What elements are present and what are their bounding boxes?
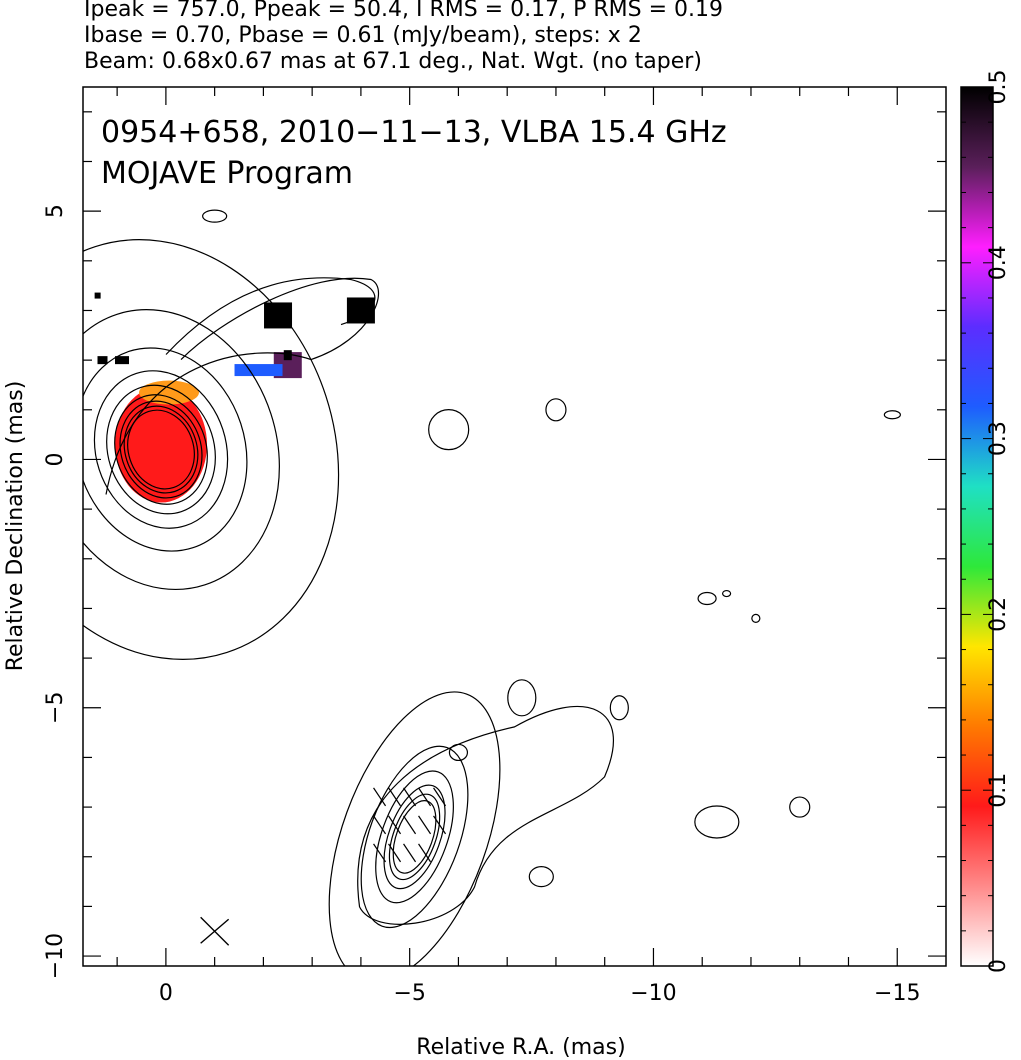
evpa-vector: [373, 787, 387, 807]
intensity-contour: [388, 793, 441, 881]
header-line-beam: Beam: 0.68x0.67 mas at 67.1 deg., Nat. W…: [84, 49, 702, 74]
intensity-contour: [545, 398, 567, 422]
intensity-contour: [609, 695, 629, 721]
intensity-contour: [507, 679, 537, 717]
intensity-contour: [360, 745, 469, 929]
intensity-contour: [883, 410, 901, 420]
intensity-contour: [106, 384, 216, 515]
colorbar-tick-label: 0: [986, 959, 1011, 973]
evpa-vector: [373, 815, 387, 835]
evpa-vector: [403, 815, 417, 835]
intensity-contour: [114, 394, 208, 505]
evpa-vector: [388, 787, 402, 807]
header-line-base: Ibase = 0.70, Pbase = 0.61 (mJy/beam), s…: [84, 23, 642, 48]
intensity-contour: [119, 400, 203, 499]
axis-tick-labels: 0 −5 −10 −15 5 0 −5 −10: [43, 204, 920, 1006]
intensity-contour: [428, 409, 470, 451]
y-axis-label: Relative Declination (mas): [3, 381, 28, 672]
colorbar-tick-label: 0.4: [986, 245, 1011, 280]
intensity-contour: [751, 613, 761, 623]
x-tick-label: −10: [630, 981, 676, 1006]
evpa-vector: [388, 843, 402, 863]
evpa-vector: [403, 787, 417, 807]
header-line-peaks: Ipeak = 757.0, Ppeak = 50.4, I RMS = 0.1…: [84, 0, 723, 22]
evpa-vector: [418, 815, 432, 835]
plot-title: 0954+658, 2010−11−13, VLBA 15.4 GHz: [101, 115, 727, 150]
x-tick-label: 0: [159, 981, 173, 1006]
intensity-contour: [165, 277, 376, 355]
intensity-contour: [375, 770, 454, 904]
intensity-contour: [448, 743, 469, 762]
y-tick-label: 5: [43, 204, 68, 218]
evpa-vector: [418, 787, 432, 807]
evpa-vector: [373, 843, 387, 863]
intensity-contour: [202, 209, 228, 223]
pol-fraction-patch: [115, 356, 130, 365]
map-layer: [83, 209, 901, 966]
intensity-contour: [357, 705, 615, 925]
colorbar-tick-label: 0.2: [986, 597, 1011, 632]
intensity-contour: [697, 591, 717, 606]
pol-fraction-patch: [283, 350, 292, 361]
y-tick-label: −10: [43, 933, 68, 979]
evpa-vector: [388, 815, 402, 835]
intensity-contour: [123, 405, 199, 494]
colorbar-ticks: 0 0.1 0.2 0.3 0.4 0.5: [961, 70, 1011, 973]
intensity-contour: [105, 277, 380, 495]
intensity-contour: [127, 409, 195, 490]
axis-ticks: [83, 87, 946, 966]
intensity-contour: [392, 800, 437, 874]
pol-fraction-patch: [94, 292, 101, 299]
intensity-contour: [528, 866, 554, 888]
colorbar-tick-label: 0.1: [986, 773, 1011, 808]
intensity-contour: [93, 370, 229, 529]
intensity-contour: [328, 691, 501, 966]
x-axis-label: Relative R.A. (mas): [416, 1035, 625, 1060]
intensity-contour: [83, 309, 280, 591]
colorbar-tick-label: 0.5: [986, 70, 1011, 105]
x-tick-label: −5: [393, 981, 425, 1006]
pol-fraction-patch: [234, 364, 283, 377]
intensity-contour: [83, 347, 248, 552]
intensity-contour: [383, 784, 446, 890]
x-tick-label: −15: [874, 981, 920, 1006]
evpa-vector: [433, 787, 447, 807]
plot-frame: [82, 86, 947, 967]
evpa-vector: [433, 815, 447, 835]
plot-subtitle: MOJAVE Program: [101, 156, 353, 191]
evpa-vector: [403, 843, 417, 863]
y-tick-label: −5: [43, 692, 68, 724]
intensity-contour: [83, 239, 340, 660]
pol-fraction-patch: [97, 356, 108, 365]
pol-fraction-patch: [264, 302, 293, 329]
evpa-vector: [418, 843, 432, 863]
beam-marker: [200, 918, 230, 944]
colorbar: [960, 86, 994, 967]
colorbar-tick-label: 0.3: [986, 421, 1011, 456]
intensity-contour: [721, 589, 732, 598]
pol-fraction-patch: [346, 297, 375, 324]
y-tick-label: 0: [43, 452, 68, 466]
intensity-contour: [789, 796, 811, 818]
intensity-contour: [694, 805, 740, 839]
